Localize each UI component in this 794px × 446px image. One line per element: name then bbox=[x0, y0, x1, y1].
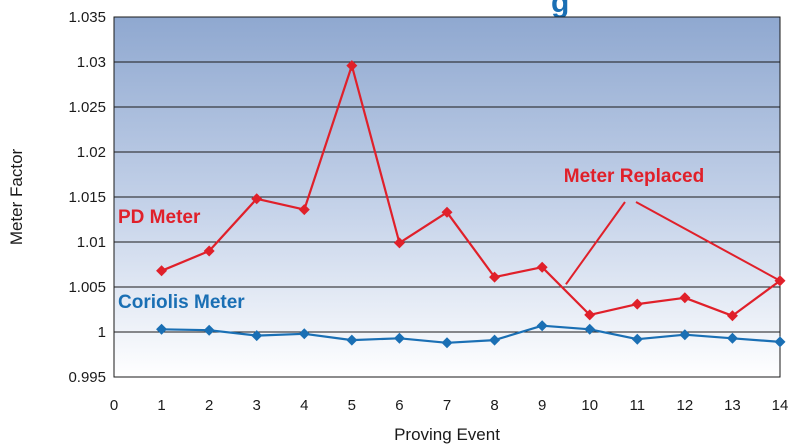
coriolis-meter-point bbox=[774, 336, 786, 348]
pd-meter-point bbox=[346, 60, 358, 72]
coriolis-meter-point bbox=[441, 337, 453, 349]
x-tick-labels: 0 1 2 3 4 5 6 7 8 9 10 11 12 13 14 bbox=[110, 397, 789, 414]
annotation-pointer-line bbox=[565, 201, 626, 285]
y-tick-label: 1.02 bbox=[77, 144, 106, 161]
y-tick-label: 1.025 bbox=[68, 99, 106, 116]
coriolis-meter-point bbox=[584, 323, 596, 335]
coriolis-meter-point bbox=[679, 329, 691, 341]
x-tick-label: 4 bbox=[300, 397, 308, 414]
coriolis-meter-point bbox=[298, 328, 310, 340]
pd-meter-point bbox=[489, 271, 501, 283]
x-axis-title: Proving Event bbox=[394, 425, 500, 444]
x-tick-label: 8 bbox=[490, 397, 498, 414]
y-tick-label: 1.005 bbox=[68, 279, 106, 296]
y-tick-label: 1.01 bbox=[77, 234, 106, 251]
coriolis-meter-line bbox=[161, 324, 781, 344]
pd-meter-point bbox=[156, 265, 168, 277]
x-tick-label: 13 bbox=[724, 397, 741, 414]
series-layer bbox=[156, 60, 786, 349]
x-tick-label: 9 bbox=[538, 397, 546, 414]
coriolis-meter-point bbox=[536, 320, 548, 332]
coriolis-meter-point bbox=[726, 332, 738, 344]
coriolis-meter-point bbox=[489, 334, 501, 346]
pd-meter-point bbox=[393, 237, 405, 249]
chart-title-fragment: g bbox=[551, 0, 569, 19]
x-tick-label: 7 bbox=[443, 397, 451, 414]
y-tick-label: 1.035 bbox=[68, 9, 106, 26]
pd-meter-point bbox=[584, 309, 596, 321]
coriolis-meter-point bbox=[156, 323, 168, 335]
pd-meter-point bbox=[631, 298, 643, 310]
x-tick-label: 3 bbox=[253, 397, 261, 414]
pd-meter-point bbox=[726, 310, 738, 322]
y-tick-label: 1 bbox=[98, 324, 106, 341]
x-tick-label: 5 bbox=[348, 397, 356, 414]
annotations-layer: PD Meter Coriolis Meter Meter Replaced bbox=[118, 166, 781, 313]
coriolis-meter-point bbox=[203, 324, 215, 336]
x-tick-label: 11 bbox=[629, 397, 645, 414]
pd-meter-line bbox=[161, 64, 781, 317]
coriolis-meter-label: Coriolis Meter bbox=[118, 292, 245, 313]
y-tick-label: 1.03 bbox=[77, 54, 106, 71]
x-tick-label: 12 bbox=[677, 397, 694, 414]
x-tick-label: 6 bbox=[395, 397, 403, 414]
pd-meter-point bbox=[536, 261, 548, 273]
coriolis-meter-point bbox=[393, 332, 405, 344]
pd-meter-point bbox=[679, 292, 691, 304]
x-tick-label: 14 bbox=[772, 397, 789, 414]
pd-meter-point bbox=[203, 245, 215, 257]
y-tick-label: 1.015 bbox=[68, 189, 106, 206]
pd-meter-point bbox=[251, 193, 263, 205]
pd-meter-label: PD Meter bbox=[118, 207, 201, 228]
pd-meter-point bbox=[441, 206, 453, 218]
coriolis-meter-point bbox=[631, 333, 643, 345]
x-tick-label: 10 bbox=[581, 397, 598, 414]
y-tick-label: 0.995 bbox=[68, 369, 106, 386]
annotation-pointer-line bbox=[635, 201, 781, 282]
y-axis-title: Meter Factor bbox=[7, 148, 26, 245]
coriolis-meter-point bbox=[251, 330, 263, 342]
x-tick-label: 1 bbox=[157, 397, 165, 414]
y-tick-labels: 0.995 1 1.005 1.01 1.015 1.02 1.025 1.03 1.035 bbox=[68, 9, 106, 386]
coriolis-meter-point bbox=[346, 334, 358, 346]
x-tick-label: 2 bbox=[205, 397, 213, 414]
x-tick-label: 0 bbox=[110, 397, 118, 414]
pd-meter-point bbox=[298, 204, 310, 216]
meter-replaced-label: Meter Replaced bbox=[564, 166, 704, 187]
